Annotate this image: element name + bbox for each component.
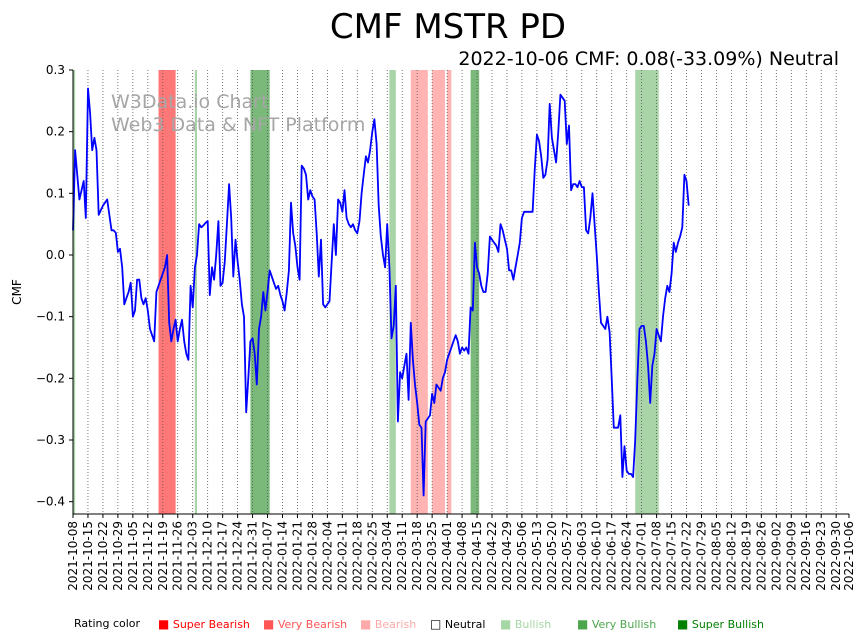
x-tick-label: 2022-09-23: [814, 521, 828, 591]
rating-band-very-bullish: [250, 70, 270, 514]
legend-item-very-bearish: ■ Very Bearish: [263, 617, 348, 631]
x-tick-label: 2021-12-31: [246, 521, 260, 591]
x-tick-label: 2021-12-17: [216, 521, 230, 591]
rating-band-very-bearish: [158, 70, 176, 514]
x-tick-label: 2022-09-09: [784, 521, 798, 591]
x-tick-label: 2022-02-25: [365, 521, 379, 591]
axes: [72, 70, 849, 515]
x-tick-label: 2022-05-20: [545, 521, 559, 591]
x-tick-label: 2022-04-01: [440, 521, 454, 591]
x-tick-label: 2021-12-10: [201, 521, 215, 591]
x-tick-label: 2022-03-11: [395, 521, 409, 591]
x-tick-label: 2022-02-11: [335, 521, 349, 591]
rating-band-bullish: [389, 70, 396, 514]
x-tick-label: 2021-11-05: [126, 521, 140, 591]
chart-subtitle: 2022-10-06 CMF: 0.08(-33.09%) Neutral: [458, 48, 839, 70]
x-tick-label: 2022-08-26: [754, 521, 768, 591]
x-tick-label: 2021-11-19: [156, 521, 170, 591]
x-tick-label: 2021-11-26: [171, 521, 185, 591]
x-tick-label: 2022-10-06: [842, 521, 856, 591]
square-icon: ■: [577, 617, 589, 631]
x-tick-label: 2022-09-30: [829, 521, 843, 591]
x-tick-label: 2022-08-05: [709, 521, 723, 591]
legend-item-bullish: ■ Bullish: [500, 617, 552, 631]
x-tick-label: 2022-04-29: [500, 521, 514, 591]
rating-band-very-bullish: [470, 70, 480, 514]
x-tick-label: 2022-01-14: [275, 521, 289, 591]
x-tick-label: 2021-11-12: [141, 521, 155, 591]
y-tick-label: 0.0: [46, 248, 65, 262]
x-tick-label: 2022-07-29: [694, 521, 708, 591]
x-ticks: 2021-10-08 2021-10-15 2021-10-22 2021-10-29…: [66, 514, 856, 591]
rating-band-bearish: [447, 70, 452, 514]
y-axis-label: CMF: [10, 279, 24, 305]
x-tick-label: 2022-01-07: [261, 521, 275, 591]
chart-title: CMF MSTR PD: [330, 7, 566, 47]
legend-item-bearish: ■ Bearish: [360, 617, 417, 631]
y-tick-label: −0.1: [36, 310, 65, 324]
y-tick-label: −0.3: [36, 433, 65, 447]
x-tick-label: 2022-03-25: [425, 521, 439, 591]
x-tick-label: 2021-12-24: [231, 521, 245, 591]
watermark-line-1: W3Data.io Chart: [111, 91, 268, 113]
rating-band-bullish: [635, 70, 659, 514]
legend-item-neutral: □ Neutral: [430, 617, 486, 631]
x-tick-label: 2022-01-28: [305, 521, 319, 591]
x-tick-label: 2022-04-22: [485, 521, 499, 591]
cmf-series-line: [72, 87, 690, 497]
x-tick-label: 2022-04-15: [470, 521, 484, 591]
x-tick-label: 2022-04-08: [455, 521, 469, 591]
watermark: W3Data.io Chart Web3 Data & NFT Platform: [111, 91, 365, 136]
y-ticks: 0.3 0.2 0.1 0.0 −0.1 −0.2 −0.3 −0.4: [36, 63, 73, 509]
legend-title: Rating color: [74, 617, 141, 630]
x-gridlines: [72, 70, 837, 514]
x-tick-label: 2022-07-15: [665, 521, 679, 591]
x-tick-label: 2022-05-06: [515, 521, 529, 591]
square-icon: ■: [263, 617, 275, 631]
x-tick-label: 2022-02-04: [320, 521, 334, 591]
rating-bands: [73, 70, 659, 514]
x-tick-label: 2022-01-21: [290, 521, 304, 591]
x-tick-label: 2021-10-15: [81, 521, 95, 591]
y-tick-label: −0.2: [36, 371, 65, 385]
square-outline-icon: □: [430, 617, 442, 631]
rating-band-bearish: [432, 70, 445, 514]
watermark-line-2: Web3 Data & NFT Platform: [111, 114, 365, 136]
x-tick-label: 2022-08-12: [724, 521, 738, 591]
legend-item-super-bearish: ■ Super Bearish: [158, 617, 250, 631]
x-tick-label: 2022-08-19: [739, 521, 753, 591]
rating-band-bullish: [73, 70, 76, 514]
square-icon: ■: [158, 617, 170, 631]
rating-band-bullish: [194, 70, 197, 514]
x-tick-label: 2022-03-04: [380, 521, 394, 591]
x-tick-label: 2022-02-18: [350, 521, 364, 591]
x-tick-label: 2022-05-13: [530, 521, 544, 591]
x-tick-label: 2022-07-08: [650, 521, 664, 591]
x-tick-label: 2022-07-01: [635, 521, 649, 591]
x-tick-label: 2021-10-08: [66, 521, 80, 591]
x-tick-label: 2021-12-03: [186, 521, 200, 591]
x-tick-label: 2022-06-17: [605, 521, 619, 591]
square-icon: ■: [500, 617, 512, 631]
y-tick-label: 0.1: [46, 186, 65, 200]
x-tick-label: 2022-05-27: [560, 521, 574, 591]
square-icon: ■: [360, 617, 372, 631]
x-tick-label: 2021-10-29: [111, 521, 125, 591]
x-tick-label: 2022-09-16: [799, 521, 813, 591]
square-icon: ■: [677, 617, 689, 631]
x-tick-label: 2022-06-03: [575, 521, 589, 591]
x-tick-label: 2022-09-02: [769, 521, 783, 591]
x-tick-label: 2022-06-24: [620, 521, 634, 591]
y-tick-label: 0.2: [46, 125, 65, 139]
legend-item-very-bullish: ■ Very Bullish: [577, 617, 657, 631]
rating-band-bearish: [410, 70, 428, 514]
legend-item-super-bullish: ■ Super Bullish: [677, 617, 764, 631]
x-tick-label: 2022-03-18: [410, 521, 424, 591]
x-tick-label: 2022-06-10: [590, 521, 604, 591]
x-tick-label: 2021-10-22: [96, 521, 110, 591]
y-tick-label: 0.3: [46, 63, 65, 77]
y-tick-label: −0.4: [36, 495, 65, 509]
x-tick-label: 2022-07-22: [680, 521, 694, 591]
